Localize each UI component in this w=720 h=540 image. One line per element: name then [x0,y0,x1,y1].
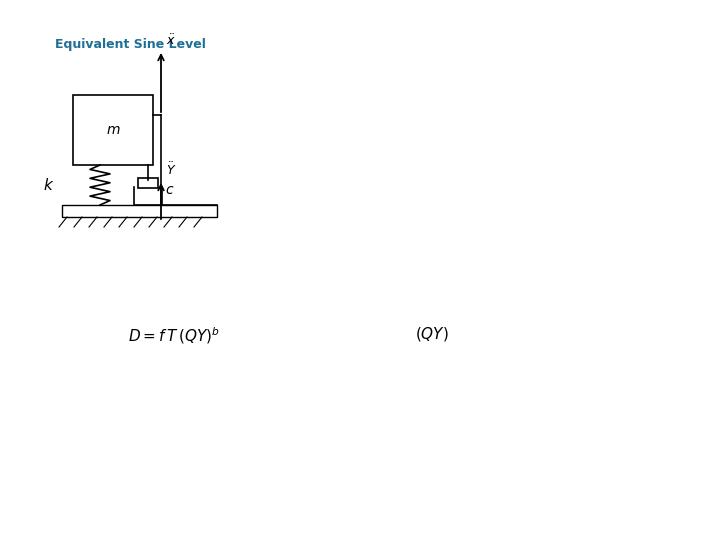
Text: $(QY)$: $(QY)$ [415,325,449,343]
Text: k: k [43,178,52,192]
Text: $\ddot{Y}$: $\ddot{Y}$ [166,161,176,178]
Bar [62,205,217,217]
Text: $\ddot{x}$: $\ddot{x}$ [166,33,176,48]
Text: Equivalent Sine Level: Equivalent Sine Level [55,38,206,51]
Bar [138,178,158,188]
Text: $D = f\,T\,(QY)^b$: $D = f\,T\,(QY)^b$ [128,325,220,346]
Text: m: m [107,123,120,137]
Text: c: c [165,183,173,197]
Bar [73,95,153,165]
